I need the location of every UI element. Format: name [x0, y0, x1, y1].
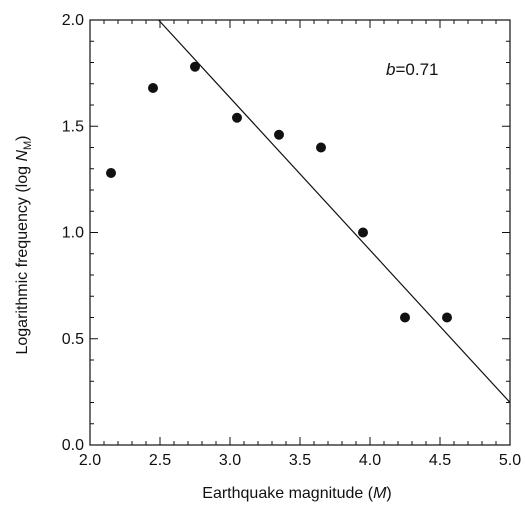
regression-line — [159, 20, 510, 403]
data-point — [232, 113, 242, 123]
y-axis-label-main: Logarithmic frequency (log — [14, 162, 31, 355]
data-point — [316, 143, 326, 153]
x-tick-label: 3.0 — [219, 452, 241, 469]
y-axis-label-sub: M — [22, 141, 34, 150]
y-tick-label: 2.0 — [62, 12, 84, 29]
x-tick-label: 4.5 — [429, 452, 451, 469]
y-tick-label: 1.0 — [62, 225, 84, 242]
b-value-annotation: b=0.71 — [386, 60, 438, 79]
b-value-text: =0.71 — [395, 60, 438, 79]
y-axis-label-tail: ) — [14, 135, 31, 140]
data-point — [274, 130, 284, 140]
x-tick-label: 2.5 — [149, 452, 171, 469]
x-tick-label: 2.0 — [79, 452, 101, 469]
x-tick-label: 4.0 — [359, 452, 381, 469]
y-tick-label: 0.5 — [62, 331, 84, 348]
data-point — [106, 168, 116, 178]
x-axis-label-tail: ) — [386, 485, 391, 502]
x-tick-label: 5.0 — [499, 452, 521, 469]
y-axis-label-var: N — [14, 150, 31, 162]
tick-labels: 2.0 2.5 3.0 3.5 4.0 4.5 5.0 0.0 0.5 1.0 1.5 2.0 — [62, 12, 521, 469]
y-tick-label: 1.5 — [62, 118, 84, 135]
x-tick-label: 3.5 — [289, 452, 311, 469]
data-point — [442, 313, 452, 323]
data-point — [148, 83, 158, 93]
x-axis-label: Earthquake magnitude (M) — [202, 485, 391, 502]
y-axis-label: Logarithmic frequency (log NM) — [14, 135, 34, 354]
data-point — [190, 62, 200, 72]
regression-line-group — [159, 20, 510, 403]
x-axis-label-var: M — [373, 485, 387, 502]
data-point — [400, 313, 410, 323]
data-point — [358, 228, 368, 238]
y-tick-label: 0.0 — [62, 437, 84, 454]
b-symbol: b — [386, 60, 395, 79]
x-axis-label-main: Earthquake magnitude ( — [202, 485, 373, 502]
